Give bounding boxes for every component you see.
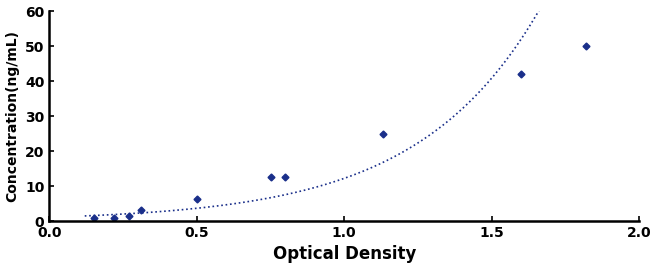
Y-axis label: Concentration(ng/mL): Concentration(ng/mL) [5,30,20,202]
X-axis label: Optical Density: Optical Density [273,245,416,263]
